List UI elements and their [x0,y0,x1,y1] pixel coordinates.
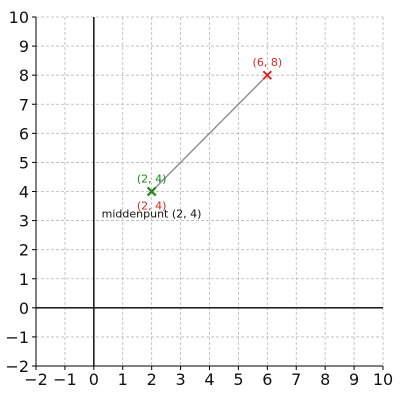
x-tick-label: 8 [320,370,330,389]
x-tick-label: 6 [262,370,272,389]
y-tick-label: 5 [19,153,29,172]
points-layer [146,70,273,197]
x-tick-label: 10 [373,370,393,389]
x-tick-label: 1 [118,370,128,389]
y-tick-label: 6 [19,124,29,143]
x-tick-label: 5 [233,370,243,389]
point-label: (2, 4) [137,173,167,186]
point-label: (2, 4) [137,200,167,213]
midpoint-annotation: middenpunt (2, 4) [102,208,202,221]
y-tick-label: 0 [19,299,29,318]
x-tick-label: 9 [349,370,359,389]
x-tick-label: −1 [53,370,77,389]
x-tick-label: 4 [204,370,214,389]
y-tick-label: 9 [19,37,29,56]
segment-line [151,74,268,192]
point-marker [262,70,273,80]
labels-layer: (6, 8)(2, 4)(2, 4)middenpunt (2, 4) [102,56,282,220]
y-tick-label: 2 [19,241,29,260]
y-tick-label: 8 [19,66,29,85]
x-tick-label: 7 [291,370,301,389]
y-tick-label: 1 [19,270,29,289]
y-tick-label: 10 [9,8,29,27]
point-marker [146,186,157,197]
x-tick-label: 3 [175,370,185,389]
marker-stroke [146,186,157,197]
y-tick-label: 3 [19,212,29,231]
y-tick-label: 7 [19,95,29,114]
point-label: (6, 8) [253,56,283,69]
x-tick-label: 0 [89,370,99,389]
y-tick-label: 4 [19,183,29,202]
segment-layer [151,74,268,192]
marker-stroke [262,70,273,80]
y-tick-label: −2 [5,357,29,376]
x-tick-label: 2 [147,370,157,389]
y-tick-label: −1 [5,328,29,347]
x-tick-label: −2 [24,370,48,389]
